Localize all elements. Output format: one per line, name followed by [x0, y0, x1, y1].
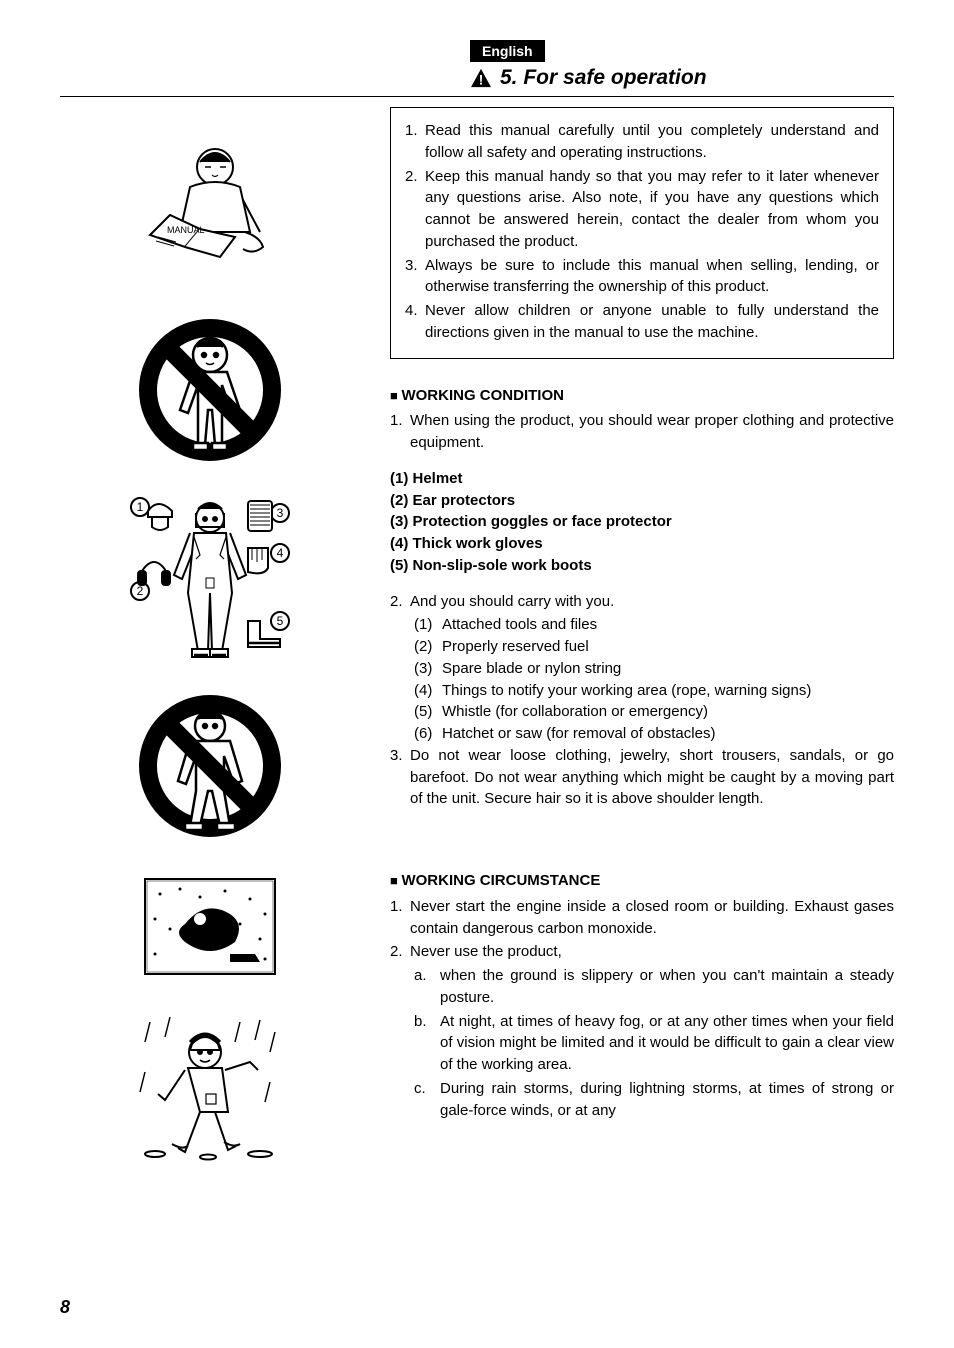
intro-box: 1.Read this manual carefully until you c… [390, 107, 894, 359]
list-item: c.During rain storms, during lightning s… [414, 1078, 894, 1122]
list-item: 1.Never start the engine inside a closed… [390, 896, 894, 940]
list-item: (4) Thick work gloves [390, 533, 894, 555]
illustration-no-children [130, 315, 290, 465]
list-item: (1) Helmet [390, 468, 894, 490]
list-item: a.when the ground is slippery or when yo… [414, 965, 894, 1009]
equipment-list: (1) Helmet (2) Ear protectors (3) Protec… [390, 468, 894, 577]
warning-triangle-icon: ! [470, 68, 492, 88]
svg-text:MANUAL: MANUAL [167, 225, 205, 235]
section-title: 5. For safe operation [500, 66, 707, 90]
header-rule [60, 96, 894, 97]
list-item: (6)Hatchet or saw (for removal of obstac… [414, 723, 894, 745]
list-item: 2.And you should carry with you. [390, 591, 894, 613]
header: English ! 5. For safe operation [470, 40, 894, 90]
svg-text:5: 5 [277, 614, 284, 628]
list-item: 3.Always be sure to include this manual … [405, 255, 879, 299]
text-column: 1.Read this manual carefully until you c… [390, 107, 894, 1162]
content-row: MANUAL [60, 107, 894, 1162]
list-item: (2)Properly reserved fuel [414, 636, 894, 658]
working-circumstance-section: WORKING CIRCUMSTANCE 1.Never start the e… [390, 870, 894, 1121]
illustration-column: MANUAL [60, 107, 360, 1162]
illustration-exhaust-indoor [130, 869, 290, 984]
list-item: (3)Spare blade or nylon string [414, 658, 894, 680]
list-item: (2) Ear protectors [390, 490, 894, 512]
list-item: 2.Keep this manual handy so that you may… [405, 166, 879, 253]
illustration-no-loose-clothing [130, 691, 290, 841]
list-item: 3.Do not wear loose clothing, jewelry, s… [390, 745, 894, 810]
working-condition-heading: WORKING CONDITION [390, 385, 894, 407]
carry-list: (1)Attached tools and files (2)Properly … [390, 614, 894, 745]
list-item: (4)Things to notify your working area (r… [414, 680, 894, 702]
list-item: (3) Protection goggles or face protector [390, 511, 894, 533]
page-number: 8 [60, 1297, 70, 1318]
list-item: (5)Whistle (for collaboration or emergen… [414, 701, 894, 723]
section-title-row: ! 5. For safe operation [470, 66, 894, 90]
list-item: 1.Read this manual carefully until you c… [405, 120, 879, 164]
list-item: 1.When using the product, you should wea… [390, 410, 894, 454]
working-condition-section: WORKING CONDITION 1.When using the produ… [390, 385, 894, 811]
svg-text:1: 1 [137, 500, 144, 514]
svg-text:2: 2 [137, 584, 144, 598]
svg-text:3: 3 [277, 506, 284, 520]
intro-list: 1.Read this manual carefully until you c… [405, 120, 879, 344]
list-item: (1)Attached tools and files [414, 614, 894, 636]
list-item: 2.Never use the product, [390, 941, 894, 963]
list-item: (5) Non-slip-sole work boots [390, 555, 894, 577]
illustration-read-manual: MANUAL [130, 137, 290, 287]
circumstance-subitems: a.when the ground is slippery or when yo… [390, 965, 894, 1121]
list-item: 4.Never allow children or anyone unable … [405, 300, 879, 344]
working-circumstance-heading: WORKING CIRCUMSTANCE [390, 870, 894, 892]
language-badge: English [470, 40, 545, 62]
list-item: b.At night, at times of heavy fog, or at… [414, 1011, 894, 1076]
svg-text:4: 4 [277, 546, 284, 560]
illustration-ppe-equipment: 1 2 3 4 5 [130, 493, 290, 663]
illustration-slippery-ground [130, 1012, 290, 1162]
svg-text:!: ! [479, 72, 484, 87]
